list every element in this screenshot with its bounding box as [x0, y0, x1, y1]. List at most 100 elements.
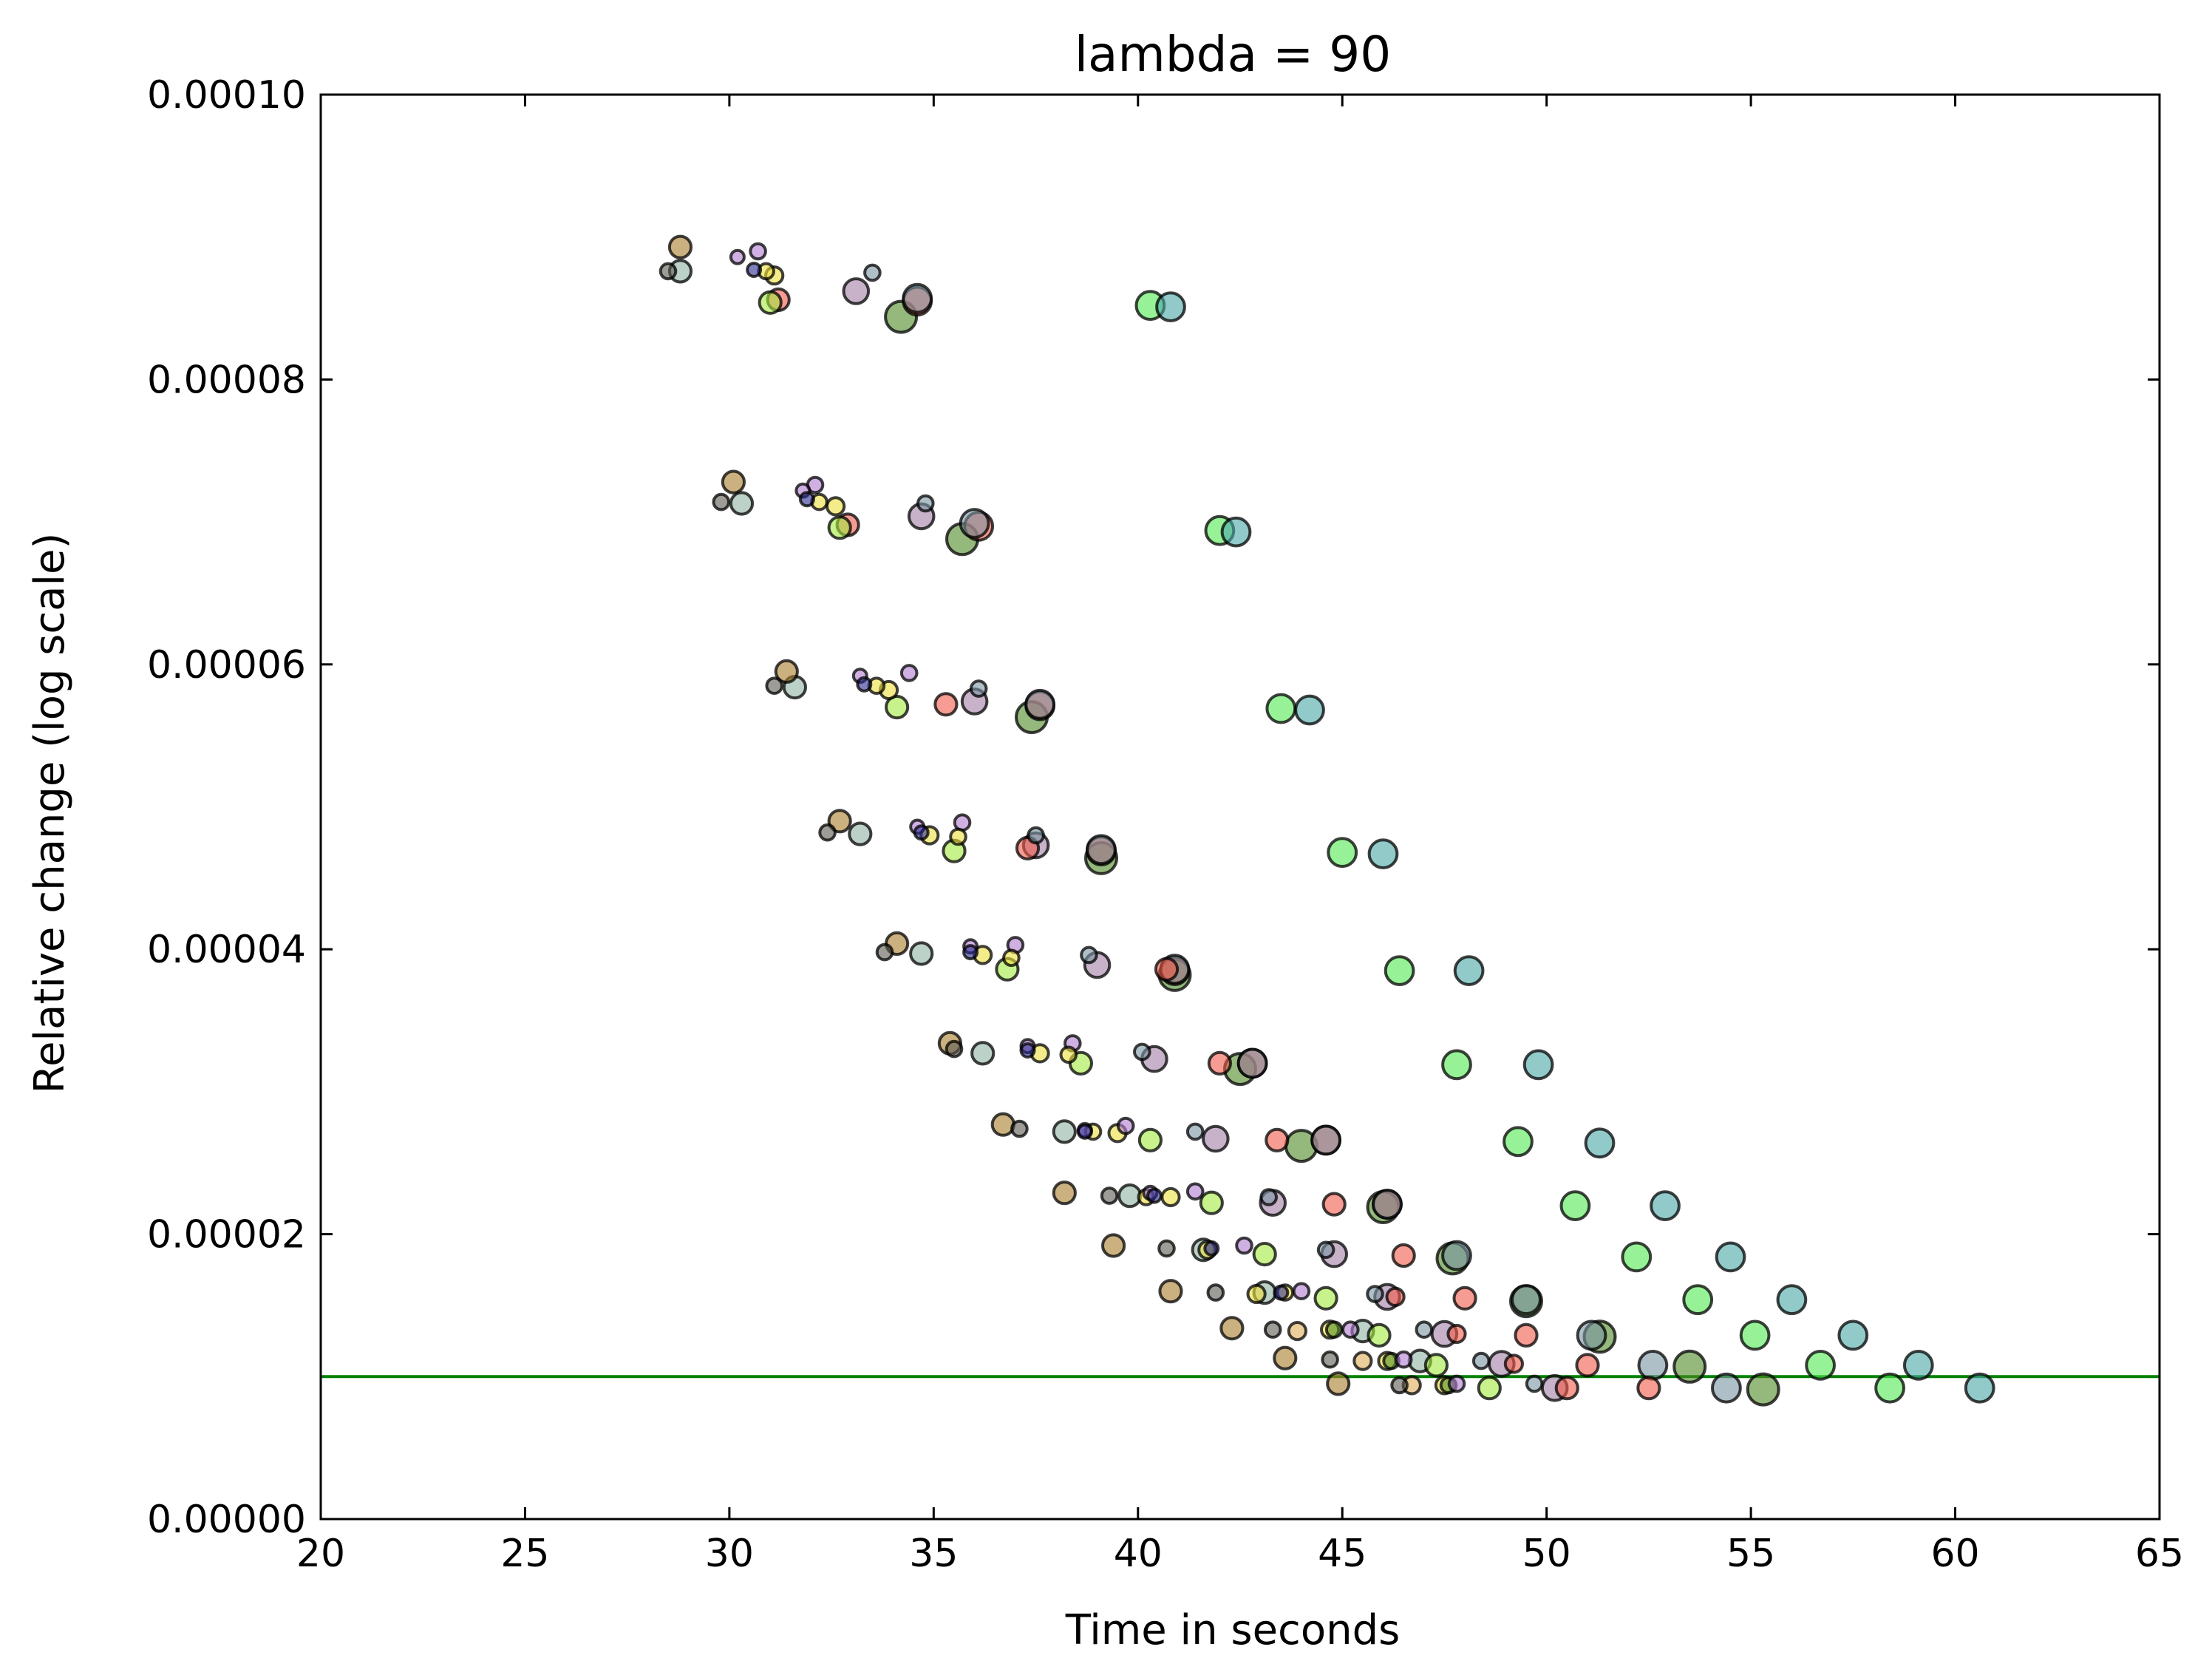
data-point [1259, 1188, 1278, 1206]
data-point [774, 659, 799, 685]
data-point [1101, 1233, 1126, 1258]
data-point [1682, 1284, 1714, 1316]
data-point [1263, 1320, 1282, 1339]
y-axis-title: Relative change (log scale) [26, 533, 74, 1094]
data-point [1146, 1187, 1163, 1204]
data-point [1219, 1316, 1245, 1341]
x-tick-label: 40 [1114, 1532, 1163, 1576]
plot-area [319, 93, 2161, 1521]
data-point [1157, 1239, 1176, 1258]
data-point [1441, 1049, 1472, 1081]
data-point [1352, 1351, 1373, 1371]
data-point [1316, 1240, 1335, 1260]
data-point [1384, 955, 1415, 986]
data-point [1776, 1284, 1808, 1316]
data-point [1584, 1127, 1616, 1159]
data-point [1575, 1353, 1600, 1378]
data-point [1273, 1284, 1290, 1301]
data-point [1052, 1119, 1077, 1144]
data-point [1511, 1284, 1542, 1316]
data-point [1326, 1371, 1351, 1396]
data-point [1453, 955, 1485, 986]
data-point [875, 942, 894, 962]
x-tick-label: 30 [705, 1532, 754, 1576]
data-point [1746, 1372, 1780, 1407]
x-tick-label: 25 [500, 1532, 549, 1576]
data-point [1327, 837, 1358, 869]
x-tick-label: 50 [1522, 1532, 1571, 1576]
data-point [962, 944, 979, 961]
data-point [1367, 1322, 1392, 1348]
data-point [1199, 1190, 1224, 1215]
data-point [1514, 1322, 1539, 1348]
data-point [959, 508, 990, 539]
data-point [885, 695, 910, 720]
data-point [969, 679, 988, 698]
data-point [970, 1041, 996, 1066]
x-axis-title: Time in seconds [1065, 1606, 1401, 1654]
x-tick-label: 35 [909, 1532, 958, 1576]
data-point [1019, 1042, 1036, 1059]
data-point [1246, 1283, 1267, 1305]
data-point [1711, 1372, 1742, 1404]
data-point [933, 692, 959, 717]
data-point [1265, 693, 1297, 724]
data-point [1576, 1319, 1607, 1351]
data-point [1441, 1240, 1472, 1271]
data-point [1423, 1353, 1449, 1378]
data-point [1446, 1323, 1467, 1345]
data-point [1366, 1285, 1384, 1303]
data-point [1394, 1350, 1413, 1369]
data-point [1321, 1350, 1339, 1369]
plot-frame [319, 93, 2161, 1521]
data-point [899, 664, 919, 682]
x-axis: 20 25 30 35 40 45 50 55 60 65 [296, 95, 2184, 1576]
data-point [1265, 1127, 1290, 1153]
data-point [827, 809, 852, 834]
data-point [1367, 838, 1399, 869]
data-point [1080, 945, 1098, 965]
data-point [945, 1039, 964, 1059]
data-point [1477, 1376, 1502, 1401]
data-point [1874, 1372, 1906, 1404]
data-point [1313, 1285, 1338, 1311]
data-point [749, 242, 767, 261]
data-point [712, 492, 731, 512]
chart-title: lambda = 90 [1075, 26, 1392, 83]
data-point [1452, 1285, 1477, 1311]
data-point [1185, 1182, 1205, 1201]
data-point [1158, 1279, 1183, 1304]
y-tick-label: 0.00010 [147, 73, 306, 118]
data-point [1637, 1350, 1669, 1381]
data-point [1273, 1345, 1298, 1370]
data-point [798, 491, 815, 508]
data-point [1715, 1241, 1746, 1273]
data-point [1287, 1321, 1308, 1342]
data-point [863, 263, 882, 282]
y-tick-label: 0.00000 [147, 1498, 306, 1542]
data-point [856, 676, 873, 693]
data-point [1415, 1320, 1434, 1339]
data-point [1236, 1047, 1268, 1079]
data-point [1137, 1127, 1163, 1153]
x-tick-label: 45 [1318, 1532, 1367, 1576]
data-point [1203, 1240, 1220, 1257]
data-point [1391, 1243, 1416, 1268]
data-point [667, 234, 693, 259]
data-point [1207, 1050, 1233, 1076]
data-point [1220, 516, 1252, 548]
y-tick-label: 0.00004 [147, 928, 306, 972]
data-point [1024, 688, 1055, 720]
data-point [842, 277, 871, 305]
data-point [1559, 1190, 1591, 1221]
data-point [1503, 1126, 1534, 1158]
data-point [1010, 1119, 1029, 1138]
data-point [990, 1112, 1015, 1137]
y-tick-label: 0.00006 [147, 643, 306, 687]
data-point [1059, 1045, 1078, 1064]
data-point [916, 494, 935, 513]
data-point [1964, 1372, 1995, 1404]
data-point [1650, 1190, 1681, 1221]
y-tick-label: 0.00002 [147, 1213, 306, 1257]
